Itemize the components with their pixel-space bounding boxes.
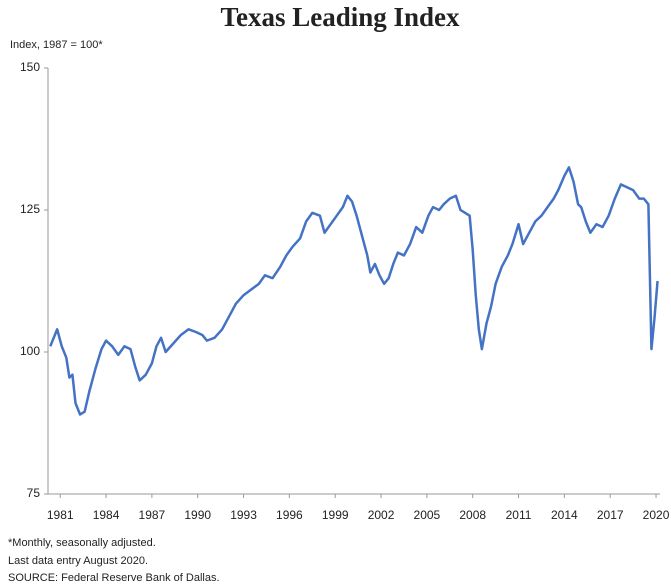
x-tick-label: 1993 bbox=[230, 508, 257, 522]
data-line bbox=[49, 166, 659, 416]
x-tick-label: 1987 bbox=[139, 508, 166, 522]
x-tick-label: 1999 bbox=[322, 508, 349, 522]
footnote: SOURCE: Federal Reserve Bank of Dallas. bbox=[8, 572, 220, 584]
y-tick-label: 75 bbox=[27, 486, 41, 500]
x-tick-label: 2002 bbox=[368, 508, 395, 522]
x-tick-label: 1996 bbox=[276, 508, 303, 522]
y-tick-label: 150 bbox=[20, 60, 40, 74]
x-tick-label: 2011 bbox=[506, 508, 532, 522]
y-axis-label: Index, 1987 = 100* bbox=[10, 39, 103, 51]
y-tick-label: 100 bbox=[20, 344, 40, 358]
x-tick-label: 2014 bbox=[551, 508, 578, 522]
x-tick-label: 2020 bbox=[643, 508, 670, 522]
footnote: Last data entry August 2020. bbox=[8, 555, 148, 567]
x-tick-label: 1981 bbox=[47, 508, 74, 522]
x-tick-label: 1990 bbox=[184, 508, 211, 522]
y-tick-label: 125 bbox=[20, 202, 40, 216]
chart-title: Texas Leading Index bbox=[220, 2, 460, 32]
x-tick-label: 2005 bbox=[414, 508, 441, 522]
footnote: *Monthly, seasonally adjusted. bbox=[8, 537, 156, 549]
x-tick-label: 1984 bbox=[93, 508, 120, 522]
x-tick-label: 2017 bbox=[597, 508, 624, 522]
x-tick-label: 2008 bbox=[459, 508, 486, 522]
